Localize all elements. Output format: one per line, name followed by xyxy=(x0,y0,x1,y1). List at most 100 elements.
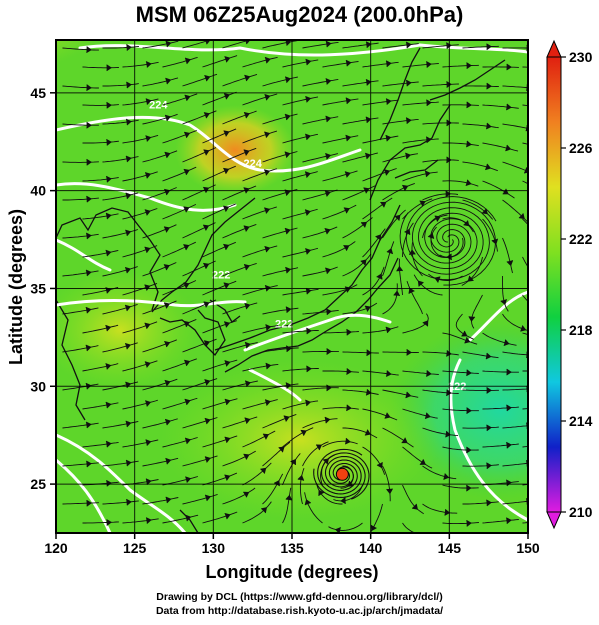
streamline-arrow xyxy=(244,341,251,349)
streamline-arrow xyxy=(106,64,112,72)
streamline-arrow xyxy=(144,284,151,291)
streamline xyxy=(202,128,237,144)
streamline-arrow xyxy=(518,213,525,220)
streamline-arrow xyxy=(402,184,409,192)
streamline-arrow xyxy=(426,370,432,377)
streamline xyxy=(362,61,399,68)
streamline-arrow xyxy=(486,387,492,394)
streamlines xyxy=(62,40,543,533)
streamline xyxy=(202,320,237,334)
streamline xyxy=(362,370,399,376)
streamline-arrow xyxy=(343,245,350,251)
streamline xyxy=(442,64,479,68)
streamline-arrow xyxy=(426,99,432,107)
streamline xyxy=(422,122,459,125)
streamline xyxy=(182,299,217,315)
streamline xyxy=(322,61,359,68)
streamline-arrow xyxy=(340,497,346,505)
streamline-arrow xyxy=(538,234,543,239)
streamline-arrow xyxy=(265,324,272,331)
streamline-arrow xyxy=(203,301,210,308)
streamline-arrow xyxy=(144,246,151,253)
streamline xyxy=(462,85,499,88)
streamline xyxy=(422,193,459,201)
streamline-arrow xyxy=(125,118,132,126)
streamline xyxy=(282,427,314,448)
streamline-arrow xyxy=(126,44,132,51)
x-tick-label: 140 xyxy=(359,540,383,556)
streamline xyxy=(442,332,478,345)
streamline-arrow xyxy=(105,175,112,183)
streamline xyxy=(122,439,159,448)
streamline xyxy=(502,237,513,274)
streamline xyxy=(242,430,276,448)
vortex-spiral xyxy=(405,196,497,275)
streamline xyxy=(302,351,339,353)
streamline xyxy=(299,468,305,505)
colorbar-ticks: 210 214 218 222 226 230 xyxy=(561,49,593,520)
streamline xyxy=(402,408,438,419)
streamline-arrow xyxy=(380,201,387,208)
streamline-arrow xyxy=(383,169,391,176)
streamline xyxy=(439,237,464,258)
streamline xyxy=(182,40,212,49)
contour-label: 222 xyxy=(275,319,293,331)
streamline-arrow xyxy=(244,74,251,82)
streamline xyxy=(402,138,439,144)
streamline-arrow xyxy=(183,206,190,213)
streamline xyxy=(398,258,403,296)
map-figure: 224 224 222 222 222 120 125 130 135 140 145 150 25… xyxy=(6,39,593,582)
streamline xyxy=(462,199,494,220)
map-title: MSM 06Z25Aug2024 (200.0hPa) xyxy=(135,2,464,27)
streamline-arrow xyxy=(265,362,272,370)
streamline xyxy=(62,502,99,505)
streamline xyxy=(242,168,277,182)
streamline-arrow xyxy=(485,352,492,360)
streamline-arrow xyxy=(325,308,332,316)
streamline-arrow xyxy=(445,190,452,198)
streamline-arrow xyxy=(125,229,132,237)
streamline-arrow xyxy=(417,280,424,287)
streamline-arrow xyxy=(223,130,230,137)
streamline xyxy=(142,457,179,467)
streamline-arrow xyxy=(125,192,132,200)
streamline xyxy=(442,484,479,489)
streamline xyxy=(322,170,358,182)
streamline-arrow xyxy=(165,496,172,504)
streamline-arrow xyxy=(204,75,211,82)
streamline-arrow xyxy=(284,151,291,158)
streamline-arrow xyxy=(264,56,271,64)
streamline xyxy=(342,152,378,163)
streamline xyxy=(302,78,339,87)
streamline xyxy=(242,285,278,296)
streamline xyxy=(502,351,528,356)
streamline-arrow xyxy=(466,519,472,527)
streamline xyxy=(62,383,99,391)
streamline-arrow xyxy=(203,340,211,347)
streamline-arrow xyxy=(125,155,132,163)
streamline-arrow xyxy=(325,78,332,85)
streamline xyxy=(502,161,528,172)
streamline xyxy=(522,256,528,268)
streamline xyxy=(362,99,399,106)
streamline xyxy=(162,241,196,258)
streamline xyxy=(402,370,439,375)
streamline-arrow xyxy=(385,60,392,68)
streamline-arrow xyxy=(105,324,112,332)
streamline-arrow xyxy=(124,342,132,350)
streamline xyxy=(262,347,299,353)
streamline-arrow xyxy=(224,436,231,443)
streamline-arrow xyxy=(184,359,191,367)
colorbar-tick-label: 230 xyxy=(569,49,593,65)
streamline-arrow xyxy=(105,212,112,220)
streamline xyxy=(482,66,519,68)
streamline-arrow xyxy=(503,339,510,346)
streamline xyxy=(282,487,292,524)
streamline-arrow xyxy=(466,446,472,454)
streamline xyxy=(222,380,258,391)
streamline xyxy=(142,339,177,353)
streamline xyxy=(202,241,236,258)
streamline-arrow xyxy=(297,474,305,481)
streamline-arrow xyxy=(165,77,172,85)
y-tick-label: 45 xyxy=(30,85,46,101)
